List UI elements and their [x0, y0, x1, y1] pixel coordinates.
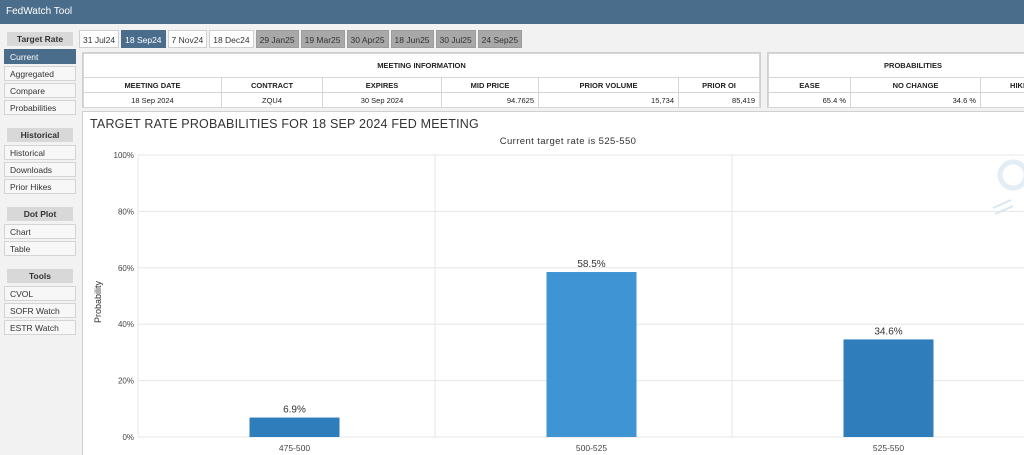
- col-meeting-date: MEETING DATE: [83, 77, 222, 93]
- col-prior-volume: PRIOR VOLUME: [538, 77, 679, 93]
- sidebar-item-sofr-watch[interactable]: SOFR Watch: [4, 303, 76, 318]
- chart-title: TARGET RATE PROBABILITIES FOR 18 SEP 202…: [90, 117, 479, 131]
- bar-value-label: 58.5%: [577, 259, 605, 270]
- col-expires: EXPIRES: [322, 77, 442, 93]
- tab-24-sep25[interactable]: 24 Sep25: [477, 30, 523, 48]
- cell-contract: ZQU4: [221, 92, 323, 108]
- sidebar-item-downloads[interactable]: Downloads: [4, 162, 76, 177]
- bar-value-label: 34.6%: [874, 326, 902, 337]
- sidebar-section-historical: Historical: [7, 128, 73, 142]
- meeting-tabs: 31 Jul24 18 Sep24 7 Nov24 18 Dec24 29 Ja…: [79, 30, 524, 48]
- col-hike: HIKE: [980, 77, 1024, 93]
- tab-30-apr25[interactable]: 30 Apr25: [346, 30, 389, 48]
- cell-mid-price: 94.7625: [441, 92, 539, 108]
- col-ease: EASE: [768, 77, 851, 93]
- sidebar-item-current[interactable]: Current: [4, 49, 76, 64]
- sidebar-item-chart[interactable]: Chart: [4, 224, 76, 239]
- tab-18-sep24[interactable]: 18 Sep24: [121, 30, 166, 48]
- tab-7-nov24[interactable]: 7 Nov24: [167, 30, 208, 48]
- tab-29-jan25[interactable]: 29 Jan25: [255, 30, 299, 48]
- meeting-info-panel: MEETING INFORMATION MEETING DATE CONTRAC…: [82, 52, 761, 108]
- x-tick-label: 525-550: [873, 443, 904, 453]
- chart-subtitle: Current target rate is 525-550: [499, 136, 637, 147]
- x-tick-label: 500-525: [576, 443, 607, 453]
- y-tick-label: 80%: [118, 207, 134, 216]
- sidebar-item-compare[interactable]: Compare: [4, 83, 76, 98]
- tab-18-jun25[interactable]: 18 Jun25: [390, 30, 434, 48]
- sidebar-item-historical[interactable]: Historical: [4, 145, 76, 160]
- x-tick-label: 475-500: [279, 443, 310, 453]
- tab-30-jul25[interactable]: 30 Jul25: [435, 30, 476, 48]
- meeting-info-group-header: MEETING INFORMATION: [83, 53, 760, 78]
- cell-prior-volume: 15,734: [538, 92, 679, 108]
- cell-no-change: 34.6 %: [850, 92, 981, 108]
- app-title: FedWatch Tool: [0, 0, 1024, 24]
- bar-500-525[interactable]: [546, 272, 637, 437]
- sidebar-section-target-rate: Target Rate: [7, 32, 73, 46]
- y-tick-label: 100%: [114, 151, 134, 160]
- sidebar-section-dot-plot: Dot Plot: [7, 207, 73, 221]
- probabilities-table: PROBABILITIES EASE NO CHANGE HIKE 65.4 %…: [768, 53, 1024, 108]
- tab-19-mar25[interactable]: 19 Mar25: [300, 30, 345, 48]
- watermark-logo-icon: [992, 159, 1024, 215]
- probabilities-panel: PROBABILITIES EASE NO CHANGE HIKE 65.4 %…: [767, 52, 1024, 108]
- col-prior-oi: PRIOR OI: [678, 77, 760, 93]
- bar-525-550[interactable]: [843, 339, 934, 437]
- cell-meeting-date: 18 Sep 2024: [83, 92, 222, 108]
- tab-31-jul24[interactable]: 31 Jul24: [79, 30, 120, 48]
- probabilities-group-header: PROBABILITIES: [768, 53, 1024, 78]
- tab-18-dec24[interactable]: 18 Dec24: [209, 30, 254, 48]
- y-tick-label: 60%: [118, 264, 134, 273]
- y-tick-label: 20%: [118, 377, 134, 386]
- cell-hike: [980, 92, 1024, 108]
- sidebar-item-table[interactable]: Table: [4, 241, 76, 256]
- chart-panel: TARGET RATE PROBABILITIES FOR 18 SEP 202…: [82, 111, 1024, 455]
- probability-bar-chart: 0% 20% 40% 60% 80% 100% 6.9% 475-500 58.5% 500-52…: [93, 151, 1024, 453]
- sidebar-item-prior-hikes[interactable]: Prior Hikes: [4, 179, 76, 194]
- y-tick-label: 0%: [122, 433, 134, 442]
- bar-475-500[interactable]: [249, 417, 340, 437]
- sidebar-section-tools: Tools: [7, 269, 73, 283]
- sidebar-item-cvol[interactable]: CVOL: [4, 286, 76, 301]
- bar-value-label: 6.9%: [283, 405, 306, 416]
- sidebar-item-probabilities[interactable]: Probabilities: [4, 100, 76, 115]
- cell-expires: 30 Sep 2024: [322, 92, 442, 108]
- col-no-change: NO CHANGE: [850, 77, 981, 93]
- cell-ease: 65.4 %: [768, 92, 851, 108]
- sidebar-item-estr-watch[interactable]: ESTR Watch: [4, 320, 76, 335]
- y-axis-label: Probability: [93, 280, 103, 323]
- sidebar-item-aggregated[interactable]: Aggregated: [4, 66, 76, 81]
- col-mid-price: MID PRICE: [441, 77, 539, 93]
- col-contract: CONTRACT: [221, 77, 323, 93]
- sidebar: Target Rate Current Aggregated Compare P…: [4, 30, 76, 337]
- y-tick-label: 40%: [118, 320, 134, 329]
- meeting-info-table: MEETING INFORMATION MEETING DATE CONTRAC…: [83, 53, 760, 108]
- cell-prior-oi: 85,419: [678, 92, 760, 108]
